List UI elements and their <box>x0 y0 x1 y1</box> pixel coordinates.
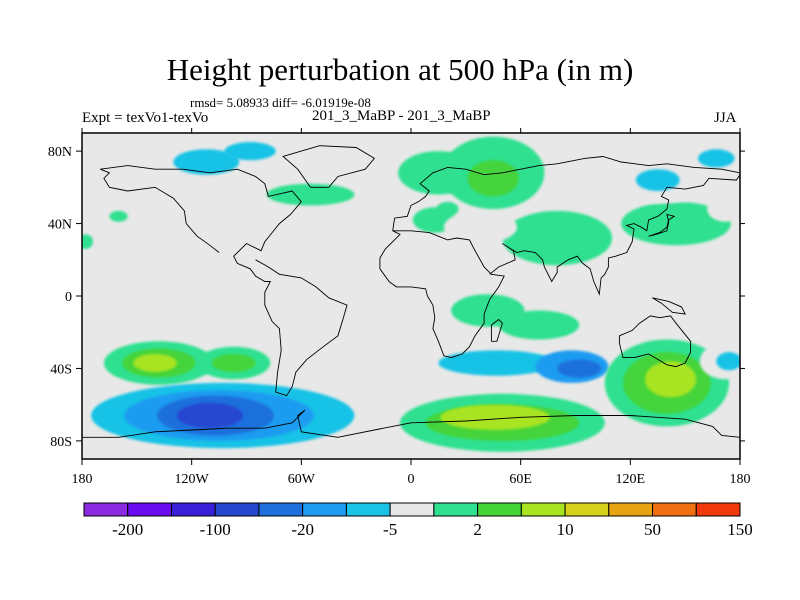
colorbar-bin <box>214 502 260 517</box>
coastline <box>379 230 505 359</box>
anomaly-region <box>697 149 735 168</box>
anomaly-region <box>266 183 355 206</box>
x-tick-label: 180 <box>72 472 93 487</box>
anomaly-region <box>440 404 550 431</box>
colorbar-bin <box>345 502 391 517</box>
experiment-label: Expt = texVo1-texVo <box>82 110 209 126</box>
coastline <box>489 174 740 296</box>
y-tick-label: 40N <box>48 218 72 233</box>
anomaly-region <box>597 254 634 273</box>
anomaly-region <box>716 352 740 371</box>
anomaly-region <box>635 169 680 191</box>
colorbar-label: 2 <box>473 520 482 539</box>
colorbar-label: -5 <box>383 520 397 539</box>
colorbar-bin <box>258 502 304 517</box>
coastline <box>618 315 692 368</box>
anomaly-region <box>436 201 459 217</box>
y-axis: 80N 40N 0 40S 80S <box>48 145 745 450</box>
x-tick-label: 0 <box>408 472 415 487</box>
colorbar-bin <box>652 502 697 517</box>
x-tick-label: 180 <box>730 472 751 487</box>
colorbar-bin <box>170 502 216 517</box>
x-tick-label: 60W <box>288 472 316 487</box>
colorbar: -200 -100 -20 -5 2 10 50 150 <box>83 502 753 539</box>
stats-line: rmsd= 5.08933 diff= -6.01919e-08 <box>190 95 371 110</box>
coastline <box>100 165 348 397</box>
anomaly-region <box>467 160 519 197</box>
colorbar-bin <box>302 502 347 517</box>
colorbar-label: -20 <box>291 520 314 539</box>
coastline <box>652 297 686 315</box>
colorbar-bin <box>608 502 654 517</box>
anomaly-region <box>438 350 556 376</box>
colorbar-bin <box>695 502 741 517</box>
colorbar-bin <box>433 502 479 517</box>
colorbar-bin <box>389 502 435 517</box>
anomaly-region <box>224 142 276 161</box>
colorbar-bin <box>477 502 522 517</box>
x-tick-label: 120E <box>616 472 646 487</box>
chart-title: Height perturbation at 500 hPa (in m) <box>166 52 634 87</box>
coastlines <box>82 145 740 438</box>
anomaly-region <box>211 353 256 373</box>
coastline <box>392 156 740 231</box>
anomaly-region <box>109 210 128 222</box>
y-tick-label: 80N <box>48 145 72 160</box>
anomaly-region <box>173 149 240 175</box>
anomaly-region <box>82 234 93 249</box>
anomaly-fills <box>82 136 740 458</box>
colorbar-bin <box>83 502 129 517</box>
anomaly-region <box>177 402 243 429</box>
colorbar-label: 150 <box>727 520 753 539</box>
anomaly-region <box>133 353 178 373</box>
x-tick-label: 120W <box>175 472 210 487</box>
colorbar-label: -200 <box>112 520 143 539</box>
colorbar-bin <box>564 502 610 517</box>
anomaly-region <box>451 294 525 327</box>
anomaly-region <box>312 228 401 255</box>
anomaly-region <box>644 361 697 398</box>
anomaly-region <box>707 196 740 222</box>
coastline <box>648 213 676 237</box>
anomaly-region <box>383 245 421 264</box>
y-tick-label: 80S <box>50 435 72 450</box>
season-label: JJA <box>714 110 737 126</box>
colorbar-bin <box>520 502 566 517</box>
anomaly-region <box>621 201 731 246</box>
anomaly-region <box>82 189 130 215</box>
anomaly-region <box>224 256 305 278</box>
anomaly-region <box>557 359 602 378</box>
x-tick-label: 60E <box>509 472 532 487</box>
anomaly-region <box>502 210 613 266</box>
y-tick-label: 40S <box>50 362 72 377</box>
colorbar-label: -100 <box>200 520 231 539</box>
coastline <box>100 168 220 253</box>
colorbar-label: 10 <box>557 520 574 539</box>
anomaly-region <box>301 341 411 382</box>
case-label: 201_3_MaBP - 201_3_MaBP <box>312 108 491 124</box>
coastline <box>490 318 503 342</box>
colorbar-label: 50 <box>644 520 661 539</box>
anomaly-region <box>676 439 740 458</box>
colorbar-bin <box>127 502 172 517</box>
coastline <box>82 409 740 438</box>
coastline <box>282 145 376 188</box>
y-tick-label: 0 <box>65 290 72 305</box>
x-axis: 180 120W 60W 0 60E 120E 180 <box>72 128 751 487</box>
anomaly-region <box>443 210 518 244</box>
